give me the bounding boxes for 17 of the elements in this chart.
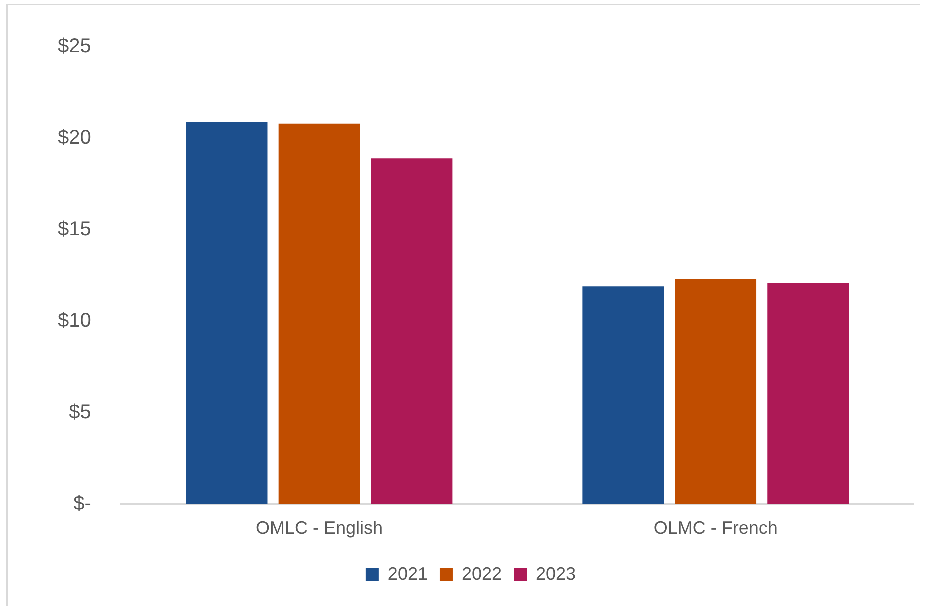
x-tick-label: OMLC - English	[256, 518, 384, 538]
y-tick-label: $25	[58, 36, 92, 58]
legend-label: 2023	[536, 564, 576, 584]
legend-label: 2022	[462, 564, 502, 584]
bar	[371, 158, 453, 504]
bar	[675, 279, 757, 504]
y-tick-label: $10	[58, 310, 92, 332]
y-tick-label: $-	[74, 492, 92, 515]
y-tick-label: $20	[58, 126, 92, 149]
bar	[186, 122, 268, 504]
y-tick-label: $15	[58, 218, 92, 240]
x-tick-label: OLMC - French	[654, 518, 778, 538]
y-tick-label: $5	[69, 401, 92, 424]
bar	[278, 124, 360, 504]
bar	[582, 286, 664, 504]
bar	[768, 283, 850, 504]
legend-label: 2021	[388, 564, 428, 584]
